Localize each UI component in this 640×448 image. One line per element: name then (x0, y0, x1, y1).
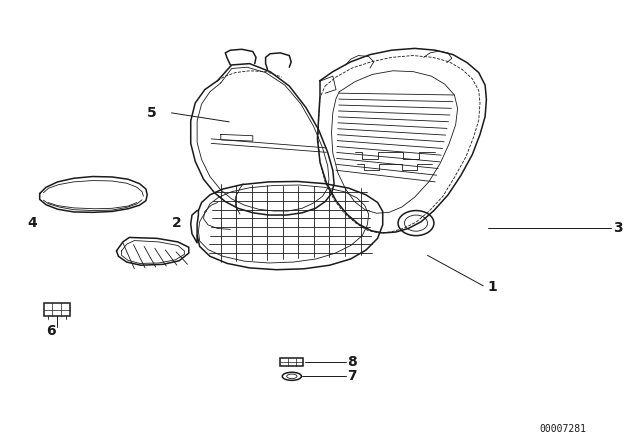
Text: 3: 3 (613, 221, 623, 236)
Text: 1: 1 (488, 280, 497, 294)
Text: 7: 7 (347, 369, 356, 383)
Text: 6: 6 (46, 323, 56, 338)
Text: 00007281: 00007281 (540, 424, 587, 434)
Text: 8: 8 (347, 355, 356, 369)
Text: 5: 5 (147, 106, 157, 120)
Text: 4: 4 (27, 216, 36, 230)
Text: 2: 2 (172, 216, 181, 230)
